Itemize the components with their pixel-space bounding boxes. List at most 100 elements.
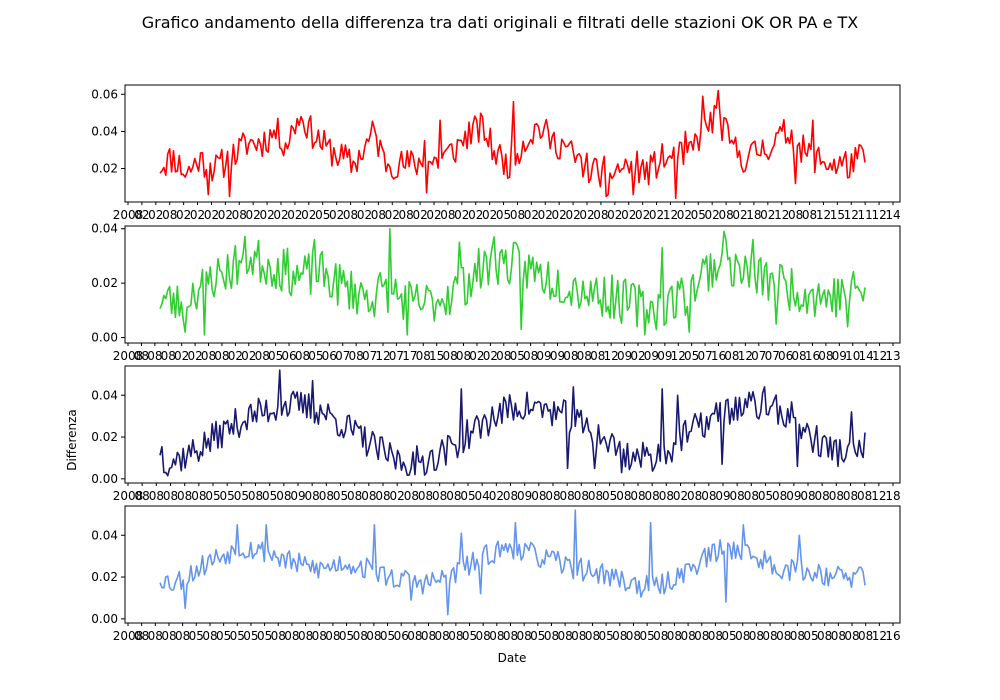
x-tick-label: 08 [577, 349, 592, 363]
x-tick-label: 2008 [113, 629, 144, 643]
x-tick-label: 08 [214, 349, 229, 363]
x-tick-label: 08 [590, 349, 605, 363]
x-tick-label: 08 [476, 629, 491, 643]
x-tick-label: 08 [687, 489, 702, 503]
x-tick-label: 02 [412, 208, 427, 222]
x-tick-label: 12 [871, 489, 886, 503]
x-tick-label: 08 [724, 349, 739, 363]
x-tick-label: 05 [510, 349, 525, 363]
x-tick-label: 09 [657, 349, 672, 363]
x-tick-label: 11 [858, 208, 873, 222]
x-tick-label: 08 [593, 208, 608, 222]
y-tick-label: 0.04 [91, 388, 118, 402]
x-tick-label: 08 [284, 629, 299, 643]
x-tick-label: 08 [574, 489, 589, 503]
x-tick-label: 02 [635, 208, 650, 222]
x-tick-label: 02 [677, 208, 692, 222]
x-tick-label: 17 [402, 349, 417, 363]
x-tick-label: 08 [175, 629, 190, 643]
x-tick-label: 08 [371, 208, 386, 222]
x-tick-label: 08 [517, 629, 532, 643]
y-tick-label: 0.00 [91, 612, 118, 626]
x-tick-label: 02 [187, 349, 202, 363]
x-tick-label: 08 [375, 489, 390, 503]
series-line [159, 89, 866, 200]
x-tick-label: 12 [872, 349, 887, 363]
axes-frame [124, 225, 901, 344]
x-tick-label: 08 [818, 349, 833, 363]
x-tick-label: 12 [872, 629, 887, 643]
x-tick-label: 05 [315, 208, 330, 222]
x-tick-label: 07 [765, 349, 780, 363]
series-line [159, 227, 866, 336]
x-tick-label: 08 [448, 629, 463, 643]
x-tick-label: 02 [732, 208, 747, 222]
x-tick-label: 08 [407, 629, 422, 643]
x-tick-label: 10 [845, 349, 860, 363]
x-tick-label: 02 [630, 349, 645, 363]
y-tick-label: 0.04 [91, 124, 118, 138]
x-tick-label: 08 [416, 349, 431, 363]
x-tick-label: 04 [475, 489, 490, 503]
x-tick-label: 08 [708, 629, 723, 643]
x-tick-label: 08 [749, 629, 764, 643]
x-tick-label: 08 [762, 629, 777, 643]
x-tick-label: 05 [721, 629, 736, 643]
x-tick-label: 08 [161, 629, 176, 643]
y-tick-label: 0.02 [91, 570, 118, 584]
x-tick-label: 14 [885, 208, 900, 222]
x-tick-label: 02 [482, 208, 497, 222]
x-tick-label: 06 [322, 349, 337, 363]
x-tick-label: 12 [774, 208, 789, 222]
x-tick-label: 02 [760, 208, 775, 222]
x-tick-label: 07 [389, 349, 404, 363]
x-tick-label: 08 [560, 489, 575, 503]
x-tick-label: 02 [218, 208, 233, 222]
x-tick-label: 16 [885, 629, 900, 643]
y-tick-label: 0.04 [91, 222, 118, 236]
subplot-2: 0.000.020.042008080808020208080202080506… [91, 222, 900, 363]
x-tick-label: 08 [667, 629, 682, 643]
x-tick-label: 05 [598, 629, 613, 643]
x-tick-label: 12 [663, 208, 678, 222]
y-tick-label: 0.02 [91, 162, 118, 176]
x-tick-label: 08 [817, 629, 832, 643]
x-tick-label: 18 [885, 489, 900, 503]
y-tick-label: 0.06 [91, 87, 118, 101]
x-tick-label: 08 [148, 629, 163, 643]
x-tick-label: 02 [390, 489, 405, 503]
x-tick-label: 08 [366, 629, 381, 643]
x-tick-label: 05 [380, 629, 395, 643]
x-tick-label: 08 [134, 349, 149, 363]
x-tick-label: 08 [815, 489, 830, 503]
x-tick-label: 08 [730, 489, 745, 503]
x-tick-label: 02 [228, 349, 243, 363]
x-tick-label: 08 [802, 208, 817, 222]
x-tick-label: 08 [432, 489, 447, 503]
x-tick-label: 08 [325, 629, 340, 643]
x-tick-label: 12 [816, 208, 831, 222]
x-tick-label: 08 [545, 489, 560, 503]
subplot-1: 0.020.040.062008020208020202020802020202… [91, 84, 901, 222]
x-tick-label: 05 [496, 208, 511, 222]
x-tick-label: 12 [375, 349, 390, 363]
x-tick-label: 02 [483, 349, 498, 363]
x-tick-label: 08 [616, 489, 631, 503]
x-tick-label: 12 [604, 349, 619, 363]
x-tick-label: 08 [563, 349, 578, 363]
x-tick-label: 02 [148, 208, 163, 222]
x-tick-label: 02 [552, 208, 567, 222]
x-tick-label: 09 [517, 489, 532, 503]
x-tick-label: 08 [503, 489, 518, 503]
x-tick-label: 12 [671, 349, 686, 363]
x-tick-label: 16 [805, 349, 820, 363]
x-tick-label: 08 [404, 489, 419, 503]
x-tick-label: 08 [353, 629, 368, 643]
x-tick-label: 12 [871, 208, 886, 222]
y-tick-label: 0.04 [91, 528, 118, 542]
x-tick-label: 02 [357, 208, 372, 222]
x-tick-label: 05 [262, 489, 277, 503]
x-tick-label: 08 [571, 629, 586, 643]
x-tick-label: 09 [550, 349, 565, 363]
